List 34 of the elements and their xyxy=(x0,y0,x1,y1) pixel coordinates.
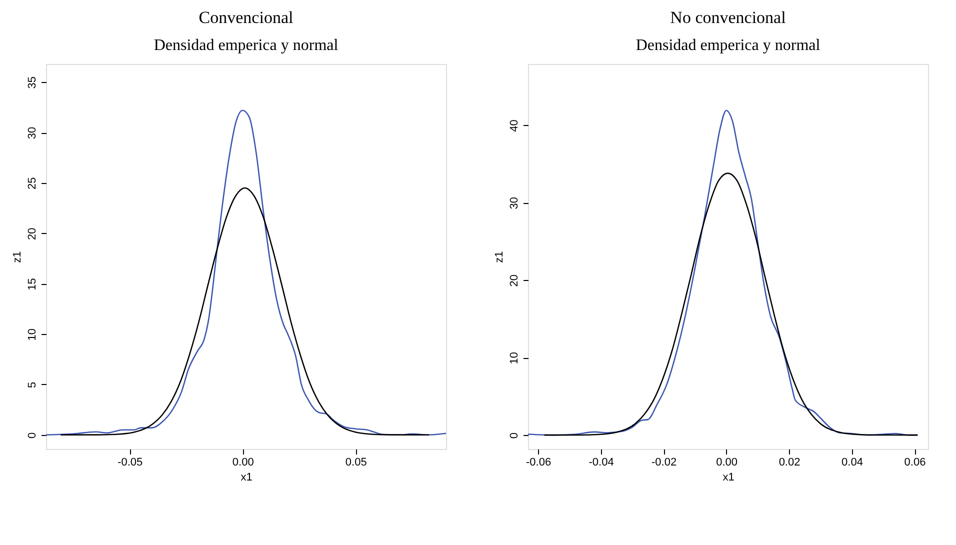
y-tick-label: 20 xyxy=(508,274,520,287)
y-tick-label: 35 xyxy=(26,76,38,89)
line-series xyxy=(60,187,430,436)
y-tick-label: 30 xyxy=(508,197,520,210)
y-axis-title: z1 xyxy=(12,251,24,263)
x-tick-label: 0.04 xyxy=(842,456,863,468)
line-series xyxy=(544,172,918,436)
x-tick-label: 0.00 xyxy=(716,456,738,468)
x-tick-label: -0.05 xyxy=(118,456,143,468)
x-tick-label: -0.02 xyxy=(651,456,677,468)
y-axis-title: z1 xyxy=(494,251,506,263)
y-tick-label: 10 xyxy=(508,352,520,364)
y-tick-label: 40 xyxy=(508,120,520,132)
x-tick-label: -0.06 xyxy=(526,456,552,468)
y-tick-label: 30 xyxy=(26,126,38,140)
y-tick-label: 25 xyxy=(26,177,38,190)
y-tick-label: 10 xyxy=(26,328,38,341)
chart-title: Convencional xyxy=(198,8,294,27)
y-tick-label: 20 xyxy=(26,228,38,240)
y-tick-label: 0 xyxy=(508,432,520,439)
y-tick-label: 15 xyxy=(26,278,38,290)
x-tick-label: -0.04 xyxy=(588,456,614,468)
chart-title: No convencional xyxy=(670,8,786,27)
chart-subtitle: Densidad emperica y normal xyxy=(636,37,821,54)
x-tick-label: 0.06 xyxy=(904,456,926,468)
x-tick-label: 0.02 xyxy=(778,456,800,468)
line-series xyxy=(46,110,446,436)
chart-subtitle: Densidad emperica y normal xyxy=(154,37,339,54)
y-tick-label: 5 xyxy=(26,382,38,388)
x-axis-title: x1 xyxy=(722,472,734,484)
x-tick-label: 0.00 xyxy=(232,456,254,468)
x-tick-label: 0.05 xyxy=(345,456,367,468)
y-tick-label: 0 xyxy=(26,432,38,438)
x-axis-title: x1 xyxy=(240,472,252,484)
